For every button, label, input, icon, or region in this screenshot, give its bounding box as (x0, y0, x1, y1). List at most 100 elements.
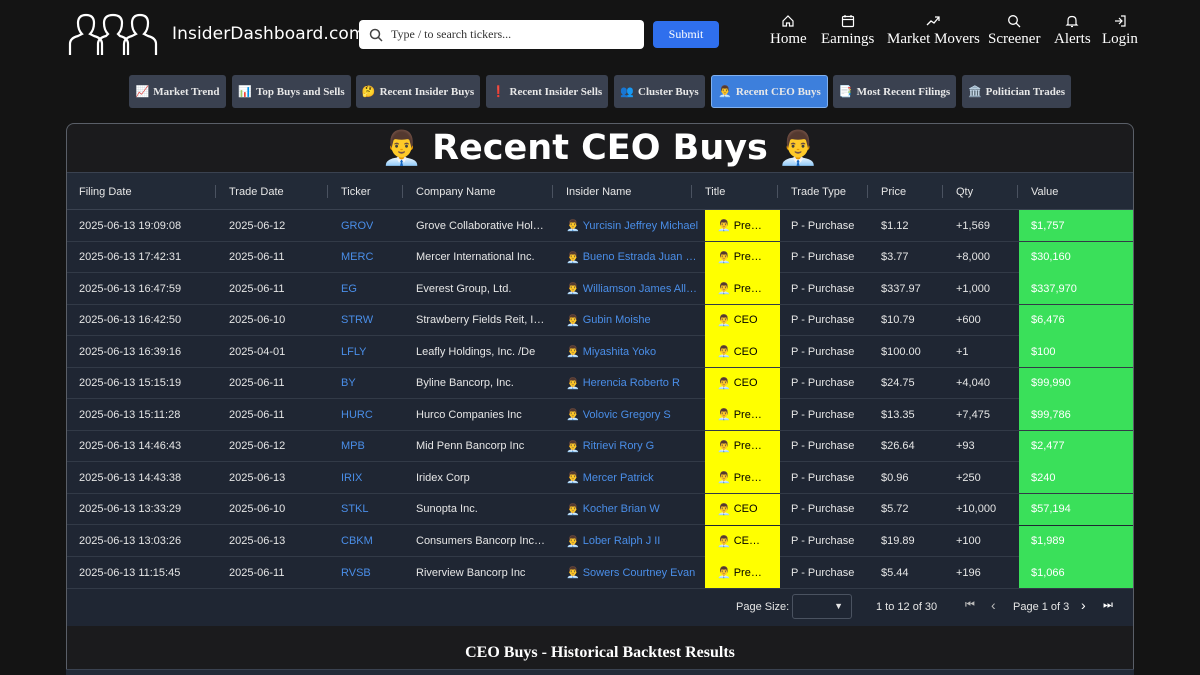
cell-ticker[interactable]: STRW (341, 305, 416, 336)
cell-ticker[interactable]: STKL (341, 494, 416, 525)
cell-company-name: Grove Collaborative Hol… (416, 210, 546, 241)
first-page-button[interactable]: ⏮ (965, 599, 975, 611)
cell-text: $1,066 (1031, 566, 1065, 579)
column-resize-handle[interactable] (867, 185, 868, 198)
table-row[interactable]: 2025-06-13 14:43:38 2025-06-13 IRIX Iridex … (67, 462, 1133, 494)
table-row[interactable]: 2025-06-13 13:03:26 2025-06-13 CBKM Consume… (67, 525, 1133, 557)
column-header-price[interactable]: Price (881, 185, 907, 198)
cell-title: 👨‍💼 CEO (705, 304, 780, 336)
tab-cluster-buys[interactable]: 👥 Cluster Buys (614, 75, 705, 108)
cell-text: 2025-06-13 11:15:45 (79, 566, 181, 579)
cell-ticker[interactable]: BY (341, 368, 416, 399)
column-resize-handle[interactable] (777, 185, 778, 198)
cell-insider-name[interactable]: 👨‍💼 Bueno Estrada Juan … (566, 242, 704, 273)
cell-text: Pre… (733, 471, 762, 484)
cell-ticker[interactable]: MERC (341, 242, 416, 273)
cell-insider-name[interactable]: 👨‍💼 Gubin Moishe (566, 305, 704, 336)
table-row[interactable]: 2025-06-13 19:09:08 2025-06-12 GROV Grove C… (67, 210, 1133, 242)
cell-insider-name[interactable]: 👨‍💼 Ritrievi Rory G (566, 431, 704, 462)
column-resize-handle[interactable] (215, 185, 216, 198)
prev-page-button[interactable]: ‹ (991, 597, 996, 613)
table-row[interactable]: 2025-06-13 15:11:28 2025-06-11 HURC Hurco C… (67, 399, 1133, 431)
brand-logo[interactable]: InsiderDashboard.com (68, 12, 366, 56)
cell-insider-name[interactable]: 👨‍💼 Sowers Courtney Evan (566, 557, 704, 588)
businessman-icon: 👨‍💼 (718, 86, 732, 98)
cell-text: P - Purchase (791, 535, 855, 547)
cell-insider-name[interactable]: 👨‍💼 Yurcisin Jeffrey Michael (566, 210, 704, 241)
table-row[interactable]: 2025-06-13 11:15:45 2025-06-11 RVSB Rivervi… (67, 557, 1133, 589)
column-header-filing-date[interactable]: Filing Date (79, 185, 132, 198)
tab-most-recent-filings[interactable]: 📑 Most Recent Filings (833, 75, 956, 108)
cell-filing-date: 2025-06-13 16:39:16 (79, 336, 229, 367)
last-page-button[interactable]: ⏭ (1103, 599, 1113, 611)
column-resize-handle[interactable] (691, 185, 692, 198)
businessman-icon: 👨‍💼 (566, 472, 580, 485)
column-resize-handle[interactable] (552, 185, 553, 198)
nav-market-movers[interactable]: Market Movers (887, 14, 980, 48)
cell-insider-name[interactable]: 👨‍💼 Williamson James All… (566, 273, 704, 304)
tab-politician-trades[interactable]: 🏛️ Politician Trades (962, 75, 1071, 108)
table-row[interactable]: 2025-06-13 16:39:16 2025-04-01 LFLY Leafly … (67, 336, 1133, 368)
ticker-search[interactable] (359, 20, 644, 49)
nav-home[interactable]: Home (770, 14, 807, 48)
column-header-title[interactable]: Title (705, 185, 726, 198)
column-header-company-name[interactable]: Company Name (416, 185, 496, 198)
table-row[interactable]: 2025-06-13 15:15:19 2025-06-11 BY Byline Ba… (67, 367, 1133, 400)
cell-ticker[interactable]: HURC (341, 399, 416, 430)
tab-recent-insider-buys[interactable]: 🤔 Recent Insider Buys (356, 75, 480, 108)
table-row[interactable]: 2025-06-13 14:46:43 2025-06-12 MPB Mid Penn… (67, 430, 1133, 463)
column-header-qty[interactable]: Qty (956, 185, 974, 198)
cell-value: $1,757 (1019, 210, 1133, 241)
column-header-trade-date[interactable]: Trade Date (229, 185, 284, 198)
table-row[interactable]: 2025-06-13 17:42:31 2025-06-11 MERC Mercer … (67, 241, 1133, 274)
column-resize-handle[interactable] (1017, 185, 1018, 198)
column-header-insider-name[interactable]: Insider Name (566, 185, 632, 198)
businessman-icon: 👨‍💼 (566, 283, 580, 296)
column-resize-handle[interactable] (327, 185, 328, 198)
tab-recent-ceo-buys[interactable]: 👨‍💼 Recent CEO Buys (711, 75, 828, 108)
column-header-ticker[interactable]: Ticker (341, 185, 371, 198)
column-resize-handle[interactable] (402, 185, 403, 198)
cell-ticker[interactable]: GROV (341, 210, 416, 241)
cell-ticker[interactable]: IRIX (341, 462, 416, 493)
nav-earnings[interactable]: Earnings (821, 14, 874, 48)
cell-title: 👨‍💼 Pre… (705, 430, 780, 462)
nav-login[interactable]: Login (1102, 14, 1138, 48)
cell-trade-date: 2025-06-12 (229, 431, 341, 462)
column-header-value[interactable]: Value (1031, 185, 1059, 198)
cell-insider-name[interactable]: 👨‍💼 Kocher Brian W (566, 494, 704, 525)
cell-value: $57,194 (1019, 493, 1133, 525)
cell-ticker[interactable]: EG (341, 273, 416, 304)
tab-market-trend[interactable]: 📈 Market Trend (129, 75, 226, 108)
cell-ticker[interactable]: RVSB (341, 557, 416, 588)
calendar-icon (841, 15, 854, 28)
tab-recent-insider-sells[interactable]: ❗ Recent Insider Sells (486, 75, 608, 108)
cell-ticker[interactable]: MPB (341, 431, 416, 462)
table-row[interactable]: 2025-06-13 13:33:29 2025-06-10 STKL Sunopta… (67, 493, 1133, 526)
cell-ticker[interactable]: CBKM (341, 526, 416, 557)
column-resize-handle[interactable] (942, 185, 943, 198)
table-row[interactable]: 2025-06-13 16:47:59 2025-06-11 EG Everest G… (67, 273, 1133, 305)
cell-insider-name[interactable]: 👨‍💼 Lober Ralph J II (566, 526, 704, 557)
cell-value: $6,476 (1019, 304, 1133, 336)
cell-text: Gubin Moishe (582, 314, 651, 327)
nav-screener[interactable]: Screener (988, 14, 1040, 48)
next-page-button[interactable]: › (1081, 597, 1086, 613)
cell-insider-name[interactable]: 👨‍💼 Miyashita Yoko (566, 336, 704, 367)
cell-text: Mercer Patrick (582, 471, 654, 484)
nav-alerts[interactable]: Alerts (1054, 14, 1091, 48)
cell-insider-name[interactable]: 👨‍💼 Mercer Patrick (566, 462, 704, 493)
search-input[interactable] (391, 27, 631, 42)
page-size-select[interactable]: ▼ (792, 594, 852, 619)
cell-text: 2025-06-11 (229, 566, 285, 579)
cell-insider-name[interactable]: 👨‍💼 Volovic Gregory S (566, 399, 704, 430)
submit-button[interactable]: Submit (653, 21, 719, 48)
column-header-trade-type[interactable]: Trade Type (791, 185, 847, 198)
cell-insider-name[interactable]: 👨‍💼 Herencia Roberto R (566, 368, 704, 399)
tab-top-buys-and-sells[interactable]: 📊 Top Buys and Sells (232, 75, 351, 108)
cell-company-name: Iridex Corp (416, 462, 546, 493)
table-row[interactable]: 2025-06-13 16:42:50 2025-06-10 STRW Strawbe… (67, 304, 1133, 337)
cell-text: IRIX (341, 471, 363, 484)
cell-ticker[interactable]: LFLY (341, 336, 416, 367)
tab-label: Market Trend (153, 85, 220, 98)
